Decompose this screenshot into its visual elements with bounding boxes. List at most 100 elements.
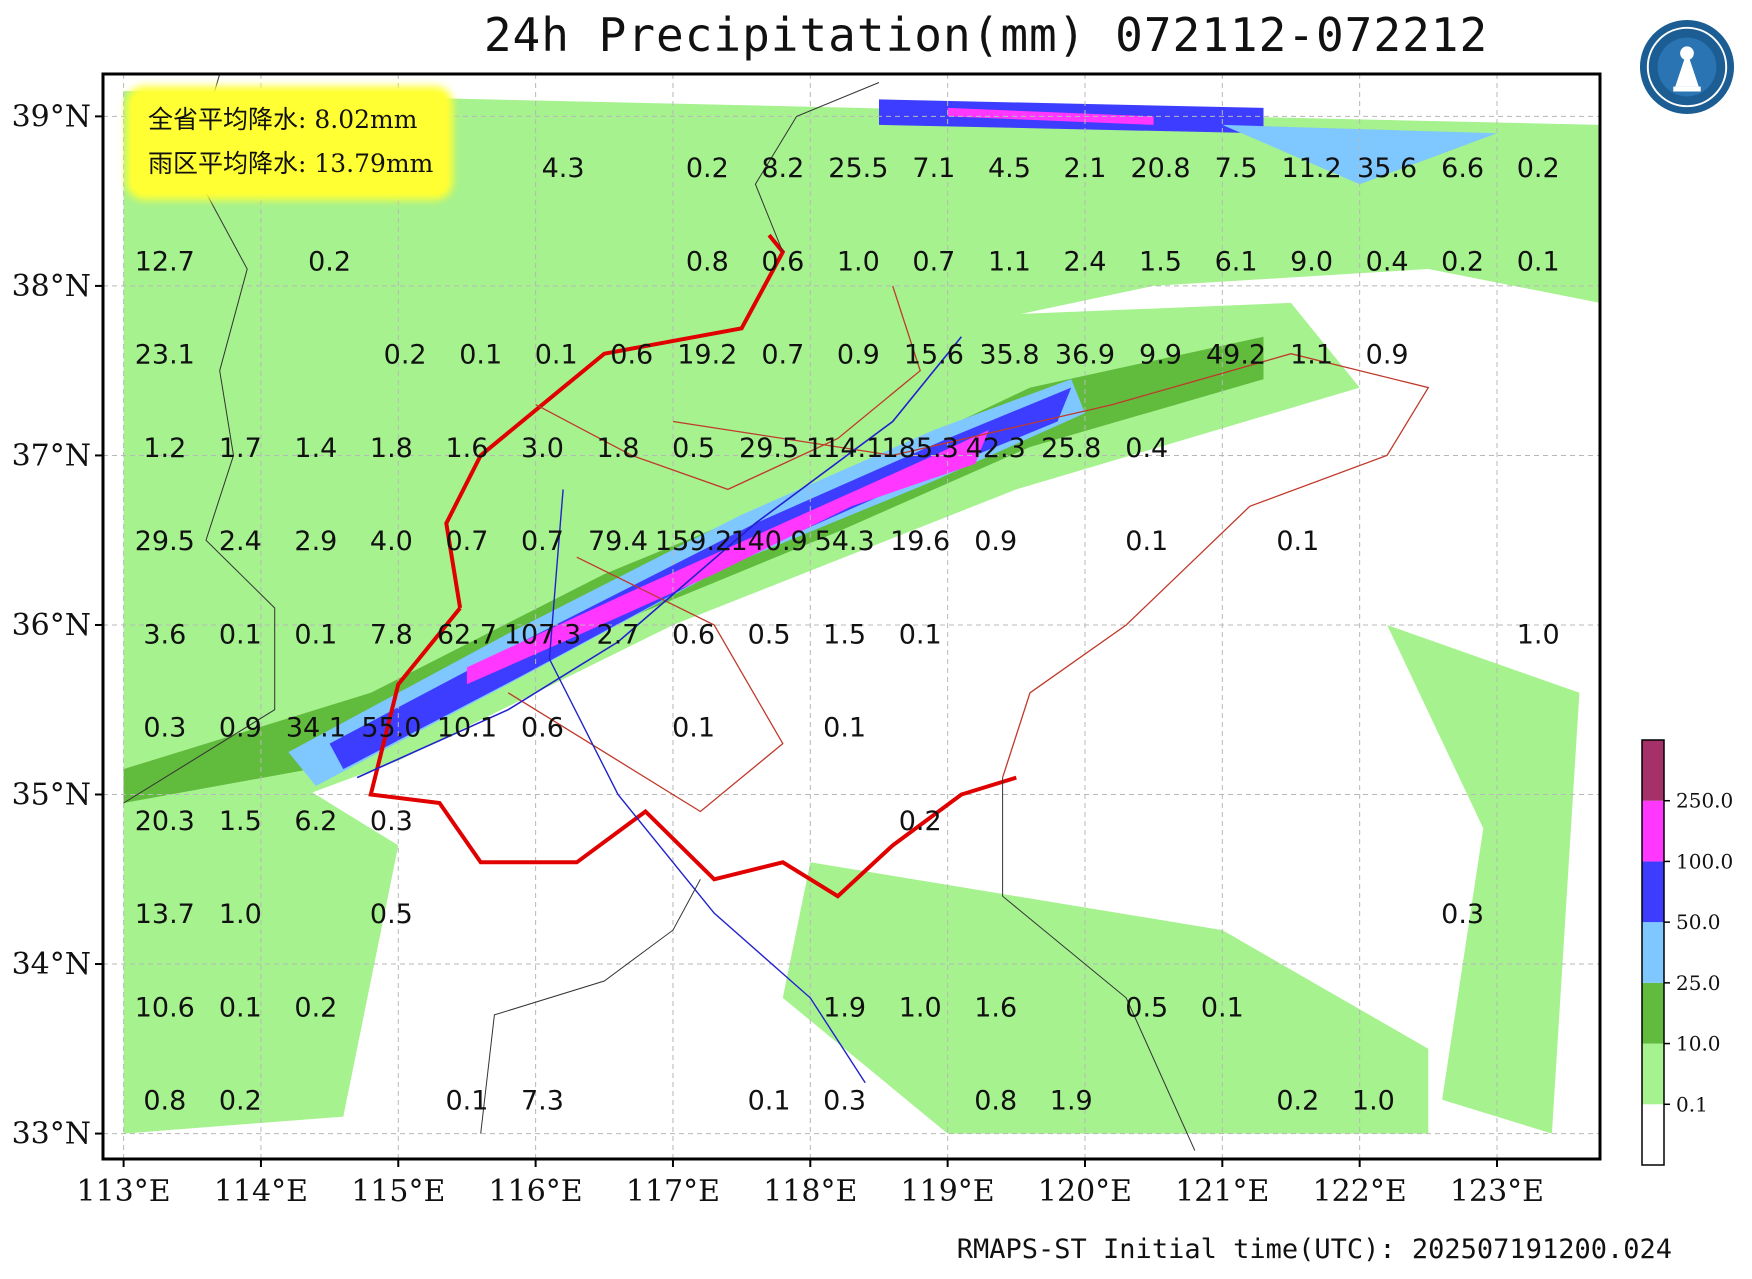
lat-tick-label: 37°N (12, 438, 91, 473)
precip-value-label: 1.0 (1352, 1086, 1395, 1117)
city-boundaries-north (535, 285, 921, 491)
precip-value-label: 42.3 (966, 433, 1026, 464)
precip-value-label: 1.4 (294, 433, 337, 464)
precip-value-label: 1.0 (899, 992, 942, 1023)
lon-tick-label: 117°E (626, 1174, 720, 1209)
precip-value-label: 0.7 (445, 526, 488, 557)
province-border-south (480, 879, 701, 1134)
precip-value-label: 10.1 (437, 713, 497, 744)
precip-value-label: 0.1 (748, 1086, 791, 1117)
precip-value-label: 0.9 (1366, 340, 1409, 371)
precip-value-label: 0.7 (521, 526, 564, 557)
precip-value-label: 1.6 (445, 433, 488, 464)
precip-value-label: 1.1 (988, 246, 1031, 277)
precip-value-label: 2.4 (1064, 246, 1107, 277)
precip-value-label: 1.0 (1517, 619, 1560, 650)
precip-value-label: 1.8 (597, 433, 640, 464)
precip-value-label: 19.6 (890, 526, 950, 557)
precip-value-label: 1.2 (143, 433, 186, 464)
precip-value-label: 0.1 (294, 619, 337, 650)
precip-value-label: 6.6 (1441, 153, 1484, 184)
colorbar-swatch (1642, 922, 1664, 983)
precip-value-label: 1.5 (1139, 246, 1182, 277)
precip-value-label: 7.5 (1215, 153, 1258, 184)
precip-value-label: 10.6 (135, 992, 195, 1023)
precip-area-south (782, 862, 1429, 1134)
precip-band-extreme (466, 430, 989, 685)
precip-value-label: 0.5 (672, 433, 715, 464)
province-border-nw (444, 233, 786, 609)
lat-tick-label: 38°N (12, 269, 91, 304)
precip-value-label: 1.1 (1290, 340, 1333, 371)
precip-value-label: 9.0 (1290, 246, 1333, 277)
yellow-river-line (356, 336, 963, 779)
precip-value-label: 0.2 (1517, 153, 1560, 184)
colorbar-tick-label: 100.0 (1676, 849, 1733, 873)
precip-value-label: 4.5 (988, 153, 1031, 184)
precip-value-label: 0.1 (535, 340, 578, 371)
precip-value-label: 0.6 (672, 619, 715, 650)
colorbar-tick-label: 25.0 (1676, 971, 1721, 995)
map-title: 24h Precipitation(mm) 072112-072212 (483, 8, 1489, 62)
precip-value-label: 0.1 (1517, 246, 1560, 277)
precip-value-label: 12.7 (135, 246, 195, 277)
precip-value-label: 1.5 (219, 806, 262, 837)
precip-value-label: 0.2 (219, 1086, 262, 1117)
latitude-ticks: 39°N 38°N 37°N 36°N 35°N 34°N 33°N (12, 99, 103, 1152)
precip-value-label: 0.8 (686, 246, 729, 277)
colorbar-tick-label: 50.0 (1676, 910, 1721, 934)
rain-area-average: 雨区平均降水: 13.79mm (148, 149, 434, 178)
precip-value-label: 0.1 (823, 713, 866, 744)
lat-tick-label: 33°N (12, 1117, 91, 1152)
precip-value-label: 35.6 (1357, 153, 1417, 184)
precip-value-label: 29.5 (135, 526, 195, 557)
precip-value-label: 0.9 (219, 713, 262, 744)
precip-value-label: 0.1 (459, 340, 502, 371)
precip-value-label: 185.3 (882, 433, 959, 464)
colorbar-tick-label: 250.0 (1676, 789, 1733, 813)
colorbar-swatch (1642, 982, 1664, 1044)
precip-value-label: 1.7 (219, 433, 262, 464)
lon-tick-label: 120°E (1038, 1174, 1132, 1209)
province-average: 全省平均降水: 8.02mm (148, 105, 418, 134)
precip-value-label: 1.5 (823, 619, 866, 650)
initial-time-footer: RMAPS-ST Initial time(UTC): 202507191200… (956, 1234, 1672, 1265)
city-boundaries-south (507, 556, 784, 813)
lon-tick-label: 116°E (489, 1174, 583, 1209)
precip-value-label: 0.3 (370, 806, 413, 837)
precip-value-label: 0.2 (294, 992, 337, 1023)
lat-tick-label: 35°N (12, 778, 91, 813)
precip-area-east (1387, 625, 1580, 1134)
colorbar-swatch (1642, 1104, 1664, 1165)
precip-value-label: 15.6 (904, 340, 964, 371)
lon-tick-label: 119°E (901, 1174, 995, 1209)
precip-value-label: 0.5 (748, 619, 791, 650)
precip-value-labels: 24.30.28.225.57.14.52.120.87.511.235.66.… (135, 153, 1560, 1116)
lat-lon-grid (103, 74, 1600, 1159)
colorbar-tick-label: 0.1 (1676, 1092, 1708, 1116)
precip-value-label: 0.2 (899, 806, 942, 837)
precip-value-label: 140.9 (730, 526, 807, 557)
precip-value-label: 1.0 (219, 899, 262, 930)
precip-value-label: 107.3 (504, 619, 581, 650)
precip-value-label: 79.4 (588, 526, 648, 557)
precip-value-label: 0.8 (143, 1086, 186, 1117)
precip-value-label: 0.3 (823, 1086, 866, 1117)
precip-value-label: 1.6 (974, 992, 1017, 1023)
precip-value-label: 1.0 (837, 246, 880, 277)
colorbar-frame (1641, 739, 1665, 1166)
boundary-lines (123, 74, 1430, 1151)
precip-value-label: 0.2 (1276, 1086, 1319, 1117)
precip-value-label: 0.6 (761, 246, 804, 277)
precip-value-label: 0.1 (1201, 992, 1244, 1023)
precip-value-label: 0.2 (1441, 246, 1484, 277)
precip-value-label: 23.1 (135, 340, 195, 371)
precip-value-label: 0.1 (672, 713, 715, 744)
precip-value-label: 0.1 (899, 619, 942, 650)
precip-value-label: 20.8 (1130, 153, 1190, 184)
precip-value-label: 19.2 (677, 340, 737, 371)
precip-value-label: 0.9 (974, 526, 1017, 557)
precip-value-label: 0.7 (912, 246, 955, 277)
lat-tick-label: 36°N (12, 608, 91, 643)
precip-value-label: 25.8 (1041, 433, 1101, 464)
